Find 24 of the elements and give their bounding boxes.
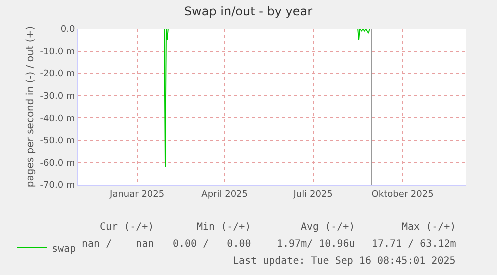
text: 17.71 / 63.12m bbox=[372, 239, 456, 250]
y-tick-label: -40.0 m bbox=[40, 114, 76, 124]
y-tick-label: -30.0 m bbox=[40, 92, 76, 102]
y-tick-label: 0.0 bbox=[60, 25, 76, 36]
text: Min (-/+) bbox=[197, 222, 252, 233]
x-tick-label: April 2025 bbox=[202, 190, 248, 200]
y-tick-label: -50.0 m bbox=[40, 136, 76, 147]
x-tick-label: Januar 2025 bbox=[109, 190, 165, 200]
text: 0.00 / 0.00 bbox=[173, 239, 252, 250]
text: Last update: Tue Sep 16 08:45:01 2025 bbox=[233, 256, 456, 267]
text: Cur (-/+) bbox=[100, 222, 154, 233]
text: Avg (-/+) bbox=[301, 222, 356, 233]
y-tick-label: -20.0 m bbox=[40, 70, 76, 80]
y-tick-label: -10.0 m bbox=[40, 47, 76, 58]
x-tick-label: Juli 2025 bbox=[292, 190, 333, 200]
text: nan / nan bbox=[82, 239, 154, 250]
y-axis-title: pages per second in (-) / out (+) bbox=[25, 26, 36, 188]
y-tick-label: -60.0 m bbox=[40, 158, 76, 169]
text: 1.97m/ 10.96u bbox=[277, 239, 356, 250]
legend-label: swap bbox=[52, 244, 76, 255]
y-tick-label: -70.0 m bbox=[40, 181, 76, 192]
x-tick-label: Oktober 2025 bbox=[372, 190, 434, 200]
chart-title: Swap in/out - by year bbox=[184, 4, 313, 18]
text: Max (-/+) bbox=[402, 222, 456, 233]
